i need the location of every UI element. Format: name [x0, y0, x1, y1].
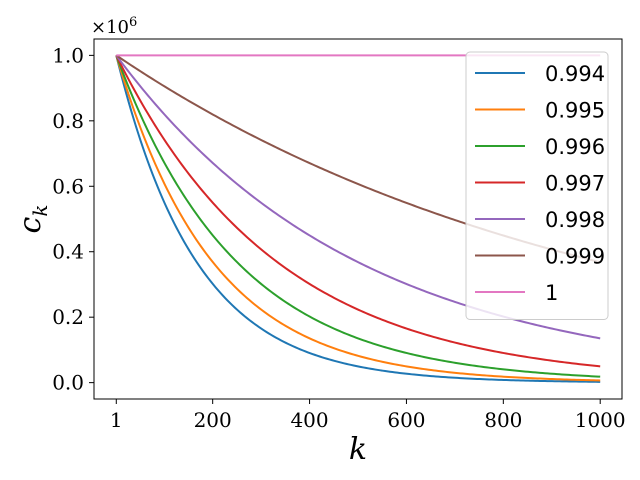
y-axis-label: ck	[13, 205, 52, 234]
y-tick-label: 0.6	[52, 174, 84, 198]
legend-label-6: 1	[545, 281, 558, 305]
y-tick-label: 0.8	[52, 109, 84, 133]
series-line-0	[115, 55, 601, 383]
axis-ticks: 1 200 400 600 800 1000 0.0 0.2 0.4 0.6 0.8 1.0	[52, 43, 625, 432]
x-tick-label: 1	[110, 408, 123, 432]
series-line-2	[115, 55, 601, 378]
legend-label-5: 0.999	[545, 245, 605, 269]
plot-frame	[93, 38, 623, 400]
y-tick-label: 1.0	[52, 43, 84, 67]
y-tick-label: 0.4	[52, 240, 84, 264]
x-tick-label: 400	[290, 408, 328, 432]
legend-label-4: 0.998	[545, 208, 605, 232]
x-tick-label: 800	[484, 408, 522, 432]
legend-label-2: 0.996	[545, 135, 605, 159]
x-axis-label: k	[349, 432, 367, 467]
series-line-4	[115, 54, 601, 340]
legend-box	[465, 51, 609, 320]
x-tick-label: 600	[387, 408, 425, 432]
legend: 0.994 0.995 0.996 0.997 0.998 0.999 1	[465, 51, 609, 320]
series-line-3	[115, 54, 601, 368]
legend-label-1: 0.995	[545, 99, 605, 123]
legend-label-0: 0.994	[545, 62, 605, 86]
x-tick-label: 200	[194, 408, 232, 432]
x-tick-label: 1000	[575, 408, 626, 432]
y-tick-label: 0.2	[52, 305, 84, 329]
series-lines	[115, 54, 601, 383]
y-tick-label: 0.0	[52, 371, 84, 395]
series-line-1	[115, 55, 601, 382]
y-offset-label: ×106	[91, 15, 137, 38]
legend-label-3: 0.997	[545, 172, 605, 196]
